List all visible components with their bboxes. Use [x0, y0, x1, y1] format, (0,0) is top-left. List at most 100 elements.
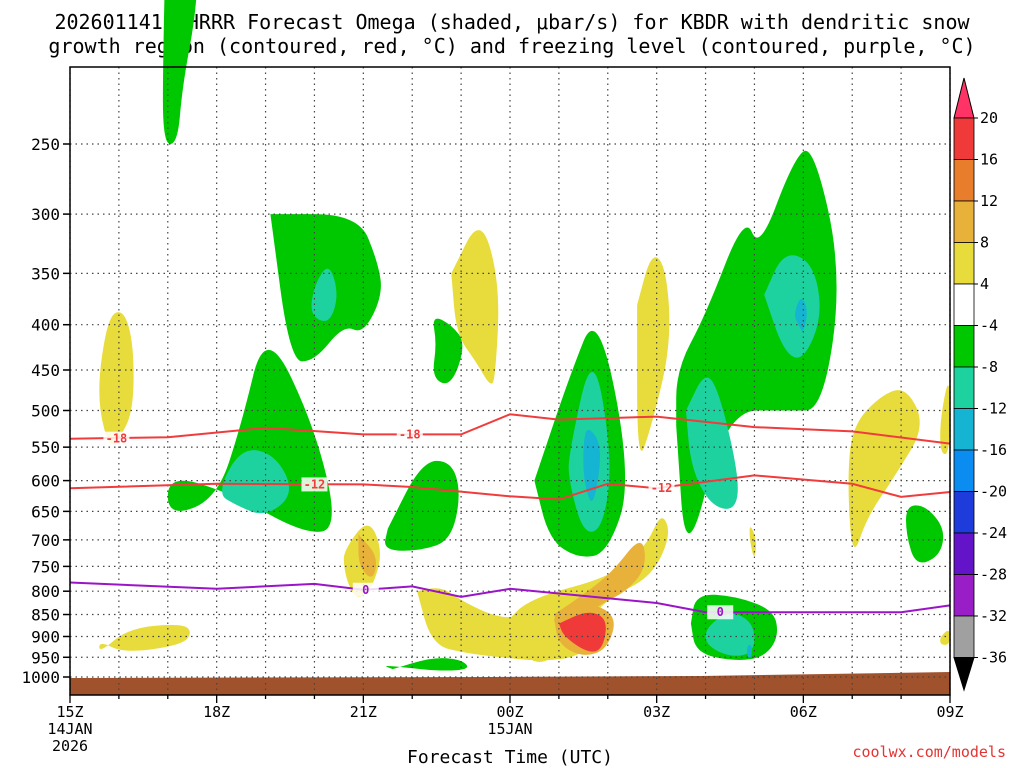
colorbar-label-7: -12 — [980, 400, 1007, 418]
contour-label-freezing-a-bg — [352, 582, 379, 597]
colorbar-segment-6 — [953, 325, 975, 368]
xtick-label-12-0: 03Z — [643, 703, 670, 721]
colorbar-segment-7 — [953, 366, 975, 409]
xtick-label-3-0: 18Z — [203, 703, 230, 721]
credit-text: coolwx.com/models — [852, 743, 1006, 761]
ytick-label-1000: 1000 — [21, 668, 60, 687]
colorbar-segment-8 — [953, 408, 975, 451]
colorbar-label-9: -20 — [980, 483, 1007, 501]
contour-label-minus12-a-bg — [301, 477, 328, 492]
omega-region-teal-5 — [311, 268, 337, 322]
contour-minus12 — [69, 474, 951, 501]
ytick-label-450: 450 — [31, 361, 60, 380]
xtick-label-9-1: 15JAN — [487, 720, 532, 738]
omega-region-teal-24 — [686, 377, 738, 509]
xtick-label-6-0: 21Z — [350, 703, 377, 721]
omega-region-yellow-33 — [940, 385, 950, 455]
omega-region-yellow-34 — [940, 630, 950, 645]
contour-label-minus18-b: -18 — [399, 427, 421, 441]
colorbar-label-1: 16 — [980, 151, 998, 169]
colorbar-label-4: 4 — [980, 275, 989, 293]
ytick-label-300: 300 — [31, 205, 60, 224]
xtick-label-0-2: 2026 — [52, 737, 88, 755]
ytick-label-500: 500 — [31, 402, 60, 421]
omega-region-yellow-12 — [451, 230, 499, 384]
contour-minus18 — [69, 413, 951, 445]
omega-region-green-2 — [167, 349, 332, 532]
colorbar-segment-5 — [953, 283, 975, 326]
colorbar-label-11: -28 — [980, 566, 1007, 584]
colorbar-segment-4 — [953, 242, 975, 285]
colorbar-segment-9 — [953, 449, 975, 492]
omega-region-green-0 — [162, 0, 197, 144]
ytick-label-550: 550 — [31, 438, 60, 457]
colorbar-segment-3 — [953, 200, 975, 243]
omega-region-teal-28 — [705, 613, 755, 656]
contour-lines: -18 -18 -12 -12 0 0 — [69, 413, 951, 620]
omega-region-yellow-1 — [99, 312, 134, 445]
colorbar-segment-1 — [953, 117, 975, 160]
contour-label-minus12-a: -12 — [304, 477, 326, 491]
colorbar-label-13: -36 — [980, 649, 1007, 667]
contour-label-freezing-b-bg — [707, 605, 734, 620]
ytick-label-900: 900 — [31, 627, 60, 646]
colorbar-bottom-arrow — [953, 657, 975, 692]
colorbar-segment-2 — [953, 159, 975, 202]
xtick-label-9-0: 00Z — [496, 703, 523, 721]
grid-lines — [69, 67, 951, 695]
y-axis-pressure: 250 300 350 400 450 500 550 600 650 700 750 800 850 9… — [21, 135, 70, 687]
omega-region-green-32 — [906, 505, 944, 563]
colorbar-label-6: -8 — [980, 358, 998, 376]
colorbar-top-arrow — [953, 77, 975, 119]
x-axis-label: Forecast Time (UTC) — [407, 747, 613, 768]
colorbar-label-10: -24 — [980, 524, 1007, 542]
omega-shading — [99, 0, 950, 671]
colorbar: 20 16 12 8 4 -4 -8 -12 -16 -20 -24 -28 -32 -36 — [953, 77, 1007, 692]
ytick-label-400: 400 — [31, 316, 60, 335]
omega-region-yellow-30 — [749, 527, 756, 556]
contour-label-minus18-a-bg — [103, 431, 130, 446]
omega-region-green-11 — [385, 460, 459, 551]
ytick-label-850: 850 — [31, 606, 60, 625]
ytick-label-250: 250 — [31, 135, 60, 154]
omega-region-yellow-31 — [848, 390, 920, 547]
ytick-label-650: 650 — [31, 502, 60, 521]
colorbar-label-2: 12 — [980, 192, 998, 210]
omega-region-yellow-14 — [505, 518, 669, 662]
contour-freezing — [69, 581, 951, 614]
contour-label-freezing-b: 0 — [717, 605, 724, 619]
contour-label-minus18-b-bg — [396, 427, 423, 442]
xtick-label-0-1: 14JAN — [47, 720, 92, 738]
omega-region-yellow-6 — [99, 624, 190, 651]
xtick-label-18-0: 09Z — [936, 703, 963, 721]
colorbar-label-8: -16 — [980, 441, 1007, 459]
omega-region-cyan-26 — [795, 299, 807, 331]
colorbar-label-12: -32 — [980, 607, 1007, 625]
colorbar-label-0: 20 — [980, 109, 998, 127]
colorbar-segment-10 — [953, 491, 975, 534]
omega-region-green-9 — [386, 658, 468, 671]
ytick-label-700: 700 — [31, 531, 60, 550]
chart-title-line1: 2026011415 HRRR Forecast Omega (shaded, … — [54, 10, 970, 34]
omega-region-cyan-29 — [747, 644, 752, 658]
colorbar-segment-11 — [953, 532, 975, 575]
omega-region-red-17 — [558, 612, 606, 652]
ytick-label-800: 800 — [31, 582, 60, 601]
ytick-label-600: 600 — [31, 472, 60, 491]
contour-label-minus12-b-bg — [648, 481, 675, 496]
omega-region-teal-25 — [764, 255, 820, 358]
contour-label-minus12-b: -12 — [651, 481, 673, 495]
colorbar-segment-12 — [953, 574, 975, 617]
omega-region-yellow-22 — [642, 372, 653, 406]
chart-title-line2: growth region (contoured, red, °C) and f… — [48, 34, 975, 58]
colorbar-label-3: 8 — [980, 234, 989, 252]
xtick-label-0-0: 15Z — [56, 703, 83, 721]
ytick-label-350: 350 — [31, 264, 60, 283]
contour-label-freezing-a: 0 — [362, 583, 369, 597]
omega-region-teal-3 — [222, 450, 290, 514]
ytick-label-950: 950 — [31, 648, 60, 667]
xtick-label-15-0: 06Z — [790, 703, 817, 721]
omega-region-green-10 — [433, 318, 463, 384]
